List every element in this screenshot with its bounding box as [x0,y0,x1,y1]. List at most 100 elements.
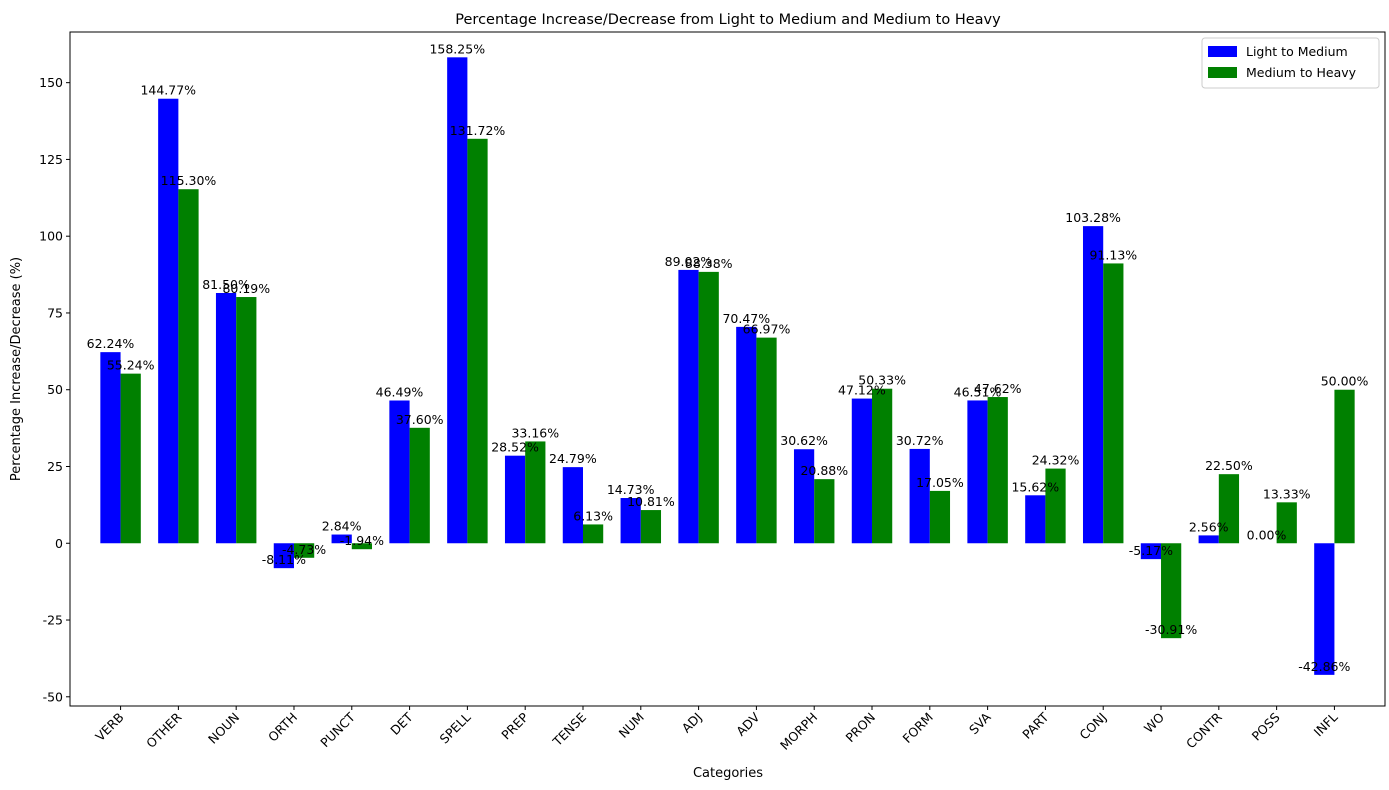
data-label: 62.24% [87,336,135,351]
bar-medium-to-heavy [178,189,199,544]
y-tick-label: 50 [47,382,63,397]
data-label: 55.24% [107,358,155,373]
bar-medium-to-heavy [467,138,488,544]
x-tick-label: NOUN [205,710,242,747]
bar-light-to-medium [1082,226,1104,544]
bar-light-to-medium [331,534,352,544]
y-tick-label: 100 [39,229,63,244]
data-label: 131.72% [450,123,506,138]
data-label: 144.77% [140,83,196,98]
data-label: 17.05% [916,475,964,490]
data-label: 13.33% [1263,486,1311,501]
legend-swatch [1208,46,1237,57]
x-tick-label: POSS [1249,709,1283,743]
bar-light-to-medium [562,467,583,544]
bar-medium-to-heavy [409,427,430,544]
data-label: 6.13% [573,508,613,523]
data-label: -30.91% [1145,622,1197,637]
data-label: 30.72% [896,433,944,448]
x-tick-label: NUM [616,710,647,741]
x-tick-label: ADV [733,709,763,739]
bar-light-to-medium [1198,535,1219,544]
x-tick-label: SVA [966,709,994,737]
x-tick-label: WO [1141,709,1167,735]
chart-title: Percentage Increase/Decrease from Light … [455,12,1001,28]
legend: Light to Medium Medium to Heavy [1201,37,1380,89]
x-tick-label: PART [1019,709,1052,742]
y-tick-label: 125 [39,152,63,167]
data-label: 47.62% [974,381,1022,396]
data-label: 158.25% [429,41,485,56]
bar-light-to-medium [620,498,641,544]
data-label: 88.38% [685,256,733,271]
x-tick-label: ORTH [265,710,300,745]
data-label: 50.33% [858,373,906,388]
bar-medium-to-heavy [1334,389,1355,544]
data-label: 2.56% [1189,519,1229,534]
bar-medium-to-heavy [987,397,1008,544]
bar-medium-to-heavy [1045,468,1066,544]
data-label: -1.94% [340,533,384,548]
bar-medium-to-heavy [1276,502,1297,544]
legend-swatch [1208,67,1237,78]
data-label: 20.88% [800,463,848,478]
x-axis-label: Categories [693,766,763,781]
bar-medium-to-heavy [1161,543,1182,639]
x-tick-label: TENSE [549,709,589,749]
bar-light-to-medium [851,398,873,544]
bar-light-to-medium [736,326,757,544]
y-tick-label: 150 [39,75,63,90]
x-tick-label: SPELL [437,709,474,746]
data-label: 46.51% [954,384,1002,399]
x-tick-label: CONTR [1183,709,1225,751]
plot-frame [69,31,1386,707]
bar-medium-to-heavy [872,388,893,544]
y-tick-label: 25 [47,459,63,474]
bar-light-to-medium [100,352,121,544]
data-label: 103.28% [1065,210,1121,225]
data-label: 15.62% [1011,479,1059,494]
bar-medium-to-heavy [814,479,835,544]
bar-medium-to-heavy [120,373,141,544]
bar-light-to-medium [273,543,294,569]
x-tick-label: DET [387,709,416,738]
data-label: -8.11% [262,552,306,567]
bar-light-to-medium [793,449,815,544]
y-tick-label: -25 [43,613,63,628]
bar-light-to-medium [1314,543,1335,675]
data-label: 47.12% [838,383,886,398]
bar-light-to-medium [158,98,179,544]
data-label: 89.02% [665,254,713,269]
data-label: 91.13% [1089,247,1137,262]
y-tick-label: 0 [55,536,63,551]
bar-light-to-medium [1025,495,1046,544]
bar-medium-to-heavy [1218,474,1240,544]
x-tick-label: MORPH [777,710,820,753]
bar-medium-to-heavy [351,543,373,550]
data-label: 22.50% [1205,458,1253,473]
x-tick-label: VERB [92,710,126,744]
x-tick-label: PUNCT [317,709,358,750]
bar-medium-to-heavy [293,543,315,558]
bar-light-to-medium [967,400,988,544]
x-tick-label: PREP [498,709,531,742]
bar-medium-to-heavy [756,337,777,544]
data-label: 24.32% [1032,453,1080,468]
bar-medium-to-heavy [929,490,951,544]
data-label: 115.30% [161,173,217,188]
data-label: -5.17% [1129,543,1173,558]
data-label: 28.52% [491,440,539,455]
data-label: 10.81% [627,494,675,509]
bar-medium-to-heavy [236,297,257,544]
data-label: 33.16% [511,425,559,440]
y-tick-label: -50 [43,689,63,704]
bar-medium-to-heavy [525,441,546,544]
x-tick-label: PRON [842,710,878,746]
plot-area: -50 -25 0 25 50 75 100 125 150 62.24% 144.77% 81.50… [39,41,1368,752]
legend-frame [1201,37,1380,89]
data-label: 37.60% [396,412,444,427]
data-label: 0.00% [1247,527,1287,542]
bar-light-to-medium [678,269,699,544]
x-tick-label: ADJ [679,710,705,736]
